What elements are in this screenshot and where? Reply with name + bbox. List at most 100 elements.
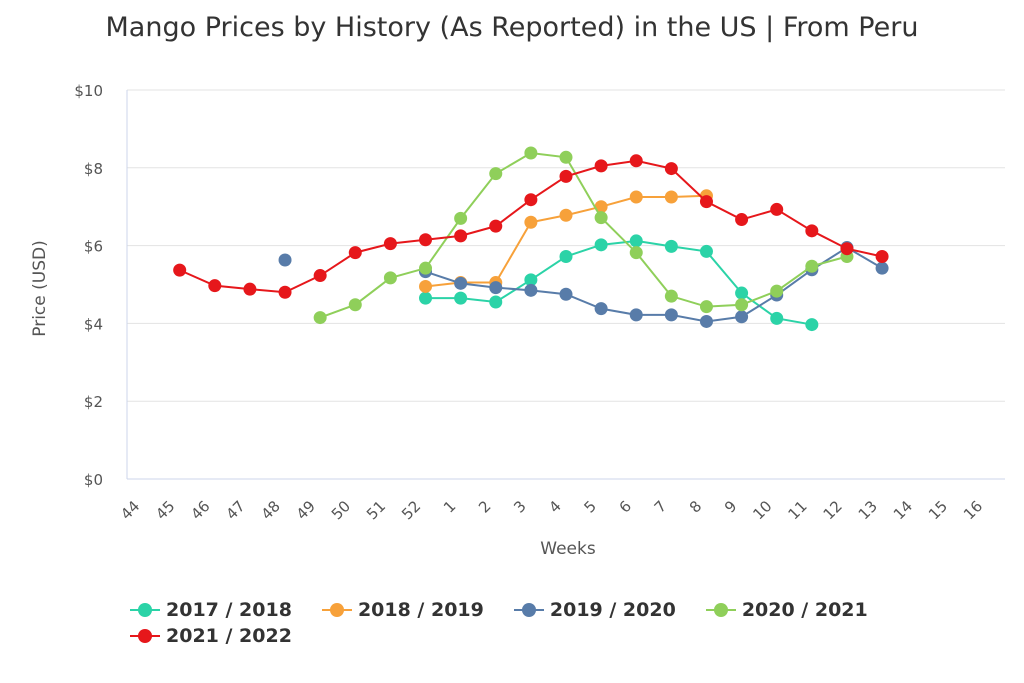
data-point xyxy=(559,208,573,222)
x-tick-label: 12 xyxy=(820,497,846,523)
x-tick-label: 11 xyxy=(784,497,810,523)
x-tick-label: 52 xyxy=(398,497,424,523)
data-point xyxy=(348,298,362,312)
data-point xyxy=(419,233,433,247)
legend-item[interactable]: 2017 / 2018 xyxy=(130,597,292,623)
data-point xyxy=(173,263,187,277)
data-point xyxy=(559,169,573,183)
data-point xyxy=(805,224,819,238)
legend-swatch xyxy=(705,603,736,617)
legend-swatch-dot xyxy=(521,603,536,617)
data-point xyxy=(559,287,573,301)
data-point xyxy=(489,281,503,295)
data-point xyxy=(278,253,292,267)
x-tick-label: 48 xyxy=(258,497,284,523)
data-point xyxy=(805,318,819,332)
legend-item[interactable]: 2019 / 2020 xyxy=(513,597,676,623)
data-point xyxy=(840,242,854,256)
y-tick-label: $4 xyxy=(84,315,103,333)
data-point xyxy=(594,211,608,225)
x-tick-label: 13 xyxy=(855,497,881,523)
data-point xyxy=(735,298,749,312)
data-point xyxy=(243,282,257,296)
series-line xyxy=(319,151,848,319)
data-point xyxy=(524,273,538,287)
series-2 xyxy=(278,241,889,328)
data-point xyxy=(454,276,468,290)
series-0 xyxy=(419,234,819,332)
data-point xyxy=(313,311,327,325)
data-point xyxy=(699,195,713,209)
legend-label: 2020 / 2021 xyxy=(741,599,868,621)
y-tick-label: $0 xyxy=(84,471,103,489)
x-tick-label: 51 xyxy=(363,497,389,523)
legend-swatch-dot xyxy=(138,629,152,643)
chart-title: Mango Prices by History (As Reported) in… xyxy=(105,12,919,43)
legend-label: 2017 / 2018 xyxy=(166,599,292,621)
data-point xyxy=(875,249,889,263)
legend-swatch xyxy=(513,603,544,617)
data-point xyxy=(664,289,678,303)
data-point xyxy=(629,190,643,204)
x-tick-label: 7 xyxy=(651,497,670,516)
data-point xyxy=(313,269,327,283)
data-point xyxy=(699,244,713,258)
data-point xyxy=(699,314,713,328)
data-point xyxy=(524,146,538,160)
data-point xyxy=(805,259,819,273)
legend-label: 2021 / 2022 xyxy=(166,625,292,647)
data-point xyxy=(278,285,292,299)
data-point xyxy=(664,162,678,176)
x-tick-label: 44 xyxy=(117,497,143,523)
data-point xyxy=(524,193,538,207)
data-point xyxy=(594,238,608,252)
data-point xyxy=(454,291,468,305)
data-point xyxy=(524,215,538,229)
series-3 xyxy=(313,146,854,325)
x-tick-label: 15 xyxy=(925,497,951,523)
data-point xyxy=(419,291,433,305)
data-point xyxy=(875,261,889,275)
data-point xyxy=(629,154,643,168)
legend-label: 2019 / 2020 xyxy=(549,599,676,621)
data-point xyxy=(735,286,749,300)
data-point xyxy=(419,279,433,293)
y-tick-label: $8 xyxy=(84,160,103,178)
x-tick-label: 49 xyxy=(293,497,319,523)
data-point xyxy=(348,246,362,260)
x-tick-label: 2 xyxy=(475,497,494,516)
data-point xyxy=(559,249,573,263)
data-point xyxy=(454,229,468,243)
data-point xyxy=(664,239,678,253)
x-tick-label: 45 xyxy=(152,497,178,523)
data-point xyxy=(489,219,503,233)
data-point xyxy=(419,261,433,275)
data-point xyxy=(735,213,749,227)
data-point xyxy=(629,246,643,260)
data-point xyxy=(664,308,678,322)
x-tick-label: 47 xyxy=(223,497,249,523)
x-tick-label: 3 xyxy=(510,497,529,516)
data-point xyxy=(629,308,643,322)
series-4 xyxy=(173,154,889,299)
legend-item[interactable]: 2021 / 2022 xyxy=(130,623,292,649)
legend-item[interactable]: 2020 / 2021 xyxy=(705,597,868,623)
legend-swatch xyxy=(321,603,352,617)
x-tick-label: 1 xyxy=(440,497,459,516)
data-point xyxy=(770,202,784,216)
x-tick-label: 50 xyxy=(328,497,354,523)
y-axis-title: Price (USD) xyxy=(30,240,50,336)
x-tick-label: 5 xyxy=(580,497,599,516)
axes xyxy=(126,90,1005,480)
y-tick-label: $2 xyxy=(84,393,103,411)
data-point xyxy=(383,271,397,285)
legend-item[interactable]: 2018 / 2019 xyxy=(321,597,484,623)
y-tick-label: $6 xyxy=(84,238,103,256)
data-point xyxy=(208,279,222,293)
data-point xyxy=(489,167,503,181)
legend-label: 2018 / 2019 xyxy=(357,599,484,621)
x-tick-label: 10 xyxy=(749,497,775,523)
legend-swatch-dot xyxy=(713,603,728,617)
